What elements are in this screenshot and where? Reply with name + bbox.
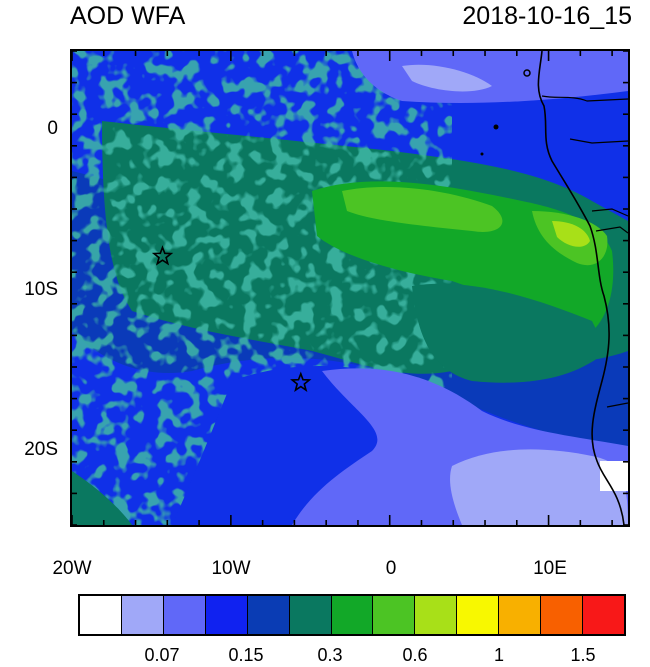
lat-label-20s: 20S — [24, 439, 58, 460]
lon-label-10e: 10E — [533, 558, 567, 579]
lat-label-10s: 10S — [24, 279, 58, 300]
colorbar-box-11 — [541, 596, 584, 634]
colorbar-box-12 — [583, 596, 624, 634]
colorbar-box-3 — [205, 596, 248, 634]
colorbar-label-0-6: 0.6 — [402, 645, 428, 665]
star-marker-south — [290, 371, 312, 392]
lon-label-10w: 10W — [211, 558, 251, 579]
colorbar-box-0 — [80, 596, 122, 634]
colorbar-box-4 — [247, 596, 290, 634]
lon-label-20w: 20W — [52, 558, 92, 579]
map-datetime: 2018-10-16_15 — [462, 2, 632, 30]
colorbar-box-5 — [289, 596, 332, 634]
colorbar-box-8 — [415, 596, 458, 634]
colorbar-box-6 — [331, 596, 374, 634]
map-title: AOD WFA — [70, 2, 186, 30]
colorbar-box-9 — [457, 596, 500, 634]
aod-field — [72, 51, 628, 525]
aod-map — [70, 49, 630, 527]
colorbar-box-7 — [373, 596, 416, 634]
lat-label-0: 0 — [47, 118, 58, 139]
colorbar-box-1 — [121, 596, 164, 634]
colorbar-box-10 — [499, 596, 542, 634]
colorbar — [78, 594, 626, 636]
colorbar-label-0-3: 0.3 — [317, 645, 343, 665]
lon-label-0: 0 — [385, 558, 397, 579]
colorbar-label-1: 1 — [493, 645, 504, 665]
colorbar-label-0-07: 0.07 — [144, 645, 180, 665]
colorbar-label-1-5: 1.5 — [570, 645, 596, 665]
colorbar-label-0-15: 0.15 — [228, 645, 264, 665]
star-marker-north — [151, 245, 174, 266]
colorbar-box-2 — [163, 596, 206, 634]
